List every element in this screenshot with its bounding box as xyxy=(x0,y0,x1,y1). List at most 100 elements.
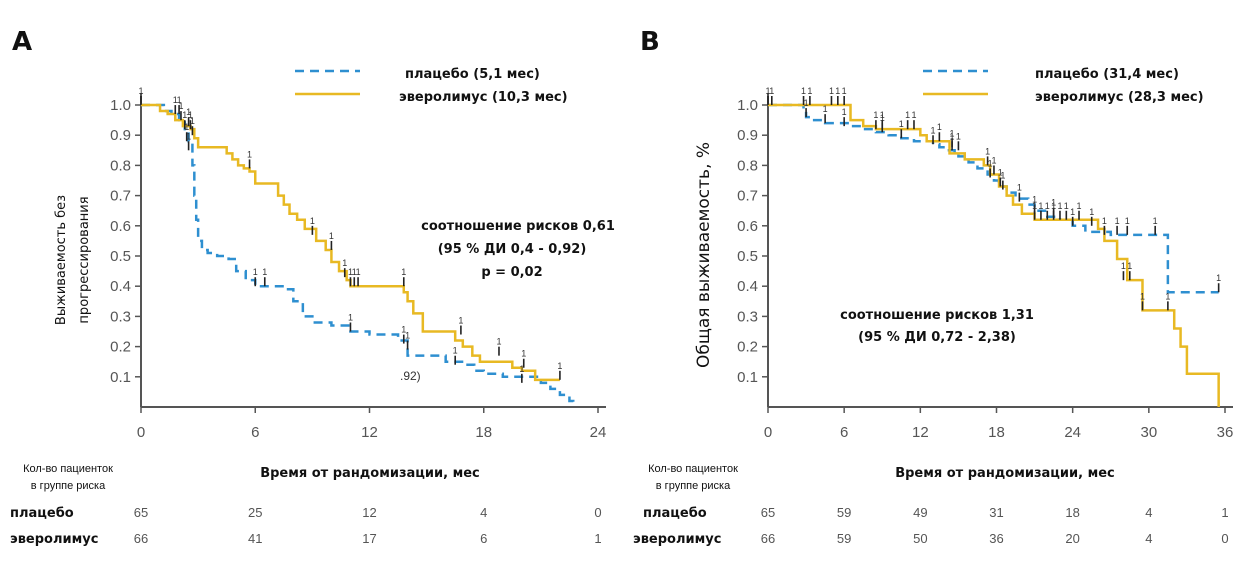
censor-count-placebo-b: 1 xyxy=(880,113,885,123)
censor-count-everolimus-b: 1 xyxy=(1121,261,1126,271)
legend-a-placebo-label: плацебо (5,1 мес) xyxy=(405,67,540,82)
censor-count-everolimus-b: 1 xyxy=(1051,201,1056,211)
chart-panel-b: 1.0 0.9 0.8 0.7 0.6 0.5 0.4 0.3 0.2 0.1 0 6 12 18 24 30… xyxy=(737,86,1233,441)
censor-count-placebo-b: 1 xyxy=(1017,183,1022,193)
x-tick-label-b: 12 xyxy=(912,424,929,441)
censor-count-placebo-b: 1 xyxy=(1032,195,1037,205)
censor-count-everolimus-b: 1 xyxy=(1064,201,1069,211)
y-tick-label-b: 0.2 xyxy=(737,339,758,356)
risk-count-placebo-a: 65 xyxy=(134,505,148,520)
censor-count-everolimus-b: 1 xyxy=(765,86,770,96)
censor-count-everolimus-a: 1 xyxy=(329,231,334,241)
hazard-ratio-b: соотношение рисков 1,31 xyxy=(840,308,1034,323)
legend-a: плацебо (5,1 мес) эверолимус (10,3 мес) xyxy=(295,67,568,105)
censor-count-everolimus-b: 1 xyxy=(835,86,840,96)
censor-count-placebo-a: 1 xyxy=(401,325,406,335)
x-tick-label-b: 18 xyxy=(988,424,1005,441)
x-tick-label-b: 36 xyxy=(1217,424,1234,441)
censor-count-everolimus-b: 1 xyxy=(1032,201,1037,211)
censor-count-everolimus-b: 1 xyxy=(769,86,774,96)
risk-table-a: Кол-во пациенток в группе риска Время от… xyxy=(10,463,602,547)
y-tick-label-b: 0.7 xyxy=(737,188,758,205)
censor-count-everolimus-a: 1 xyxy=(177,95,182,105)
x-tick-label-b: 0 xyxy=(764,424,772,441)
risk-row-a-everolimus-label: эверолимус xyxy=(10,532,98,547)
y-tick-label-a: 0.2 xyxy=(110,339,131,356)
legend-b-placebo-label: плацебо (31,4 мес) xyxy=(1035,67,1179,82)
risk-count-everolimus-a: 41 xyxy=(248,531,262,546)
risk-count-everolimus-b: 0 xyxy=(1221,531,1228,546)
risk-count-placebo-b: 4 xyxy=(1145,505,1152,520)
y-tick-label-a: 0.4 xyxy=(110,278,131,295)
censor-count-everolimus-a: 1 xyxy=(247,149,252,159)
risk-row-b-placebo-label: плацебо xyxy=(643,506,707,521)
censor-count-everolimus-a: 1 xyxy=(401,267,406,277)
everolimus-curve-a xyxy=(141,103,560,382)
censor-count-everolimus-a: 1 xyxy=(190,116,195,126)
x-tick-label-b: 6 xyxy=(840,424,848,441)
x-axis-title-a: Время от рандомизации, мес xyxy=(260,466,480,481)
censor-count-placebo-b: 1 xyxy=(931,125,936,135)
censor-count-placebo-a: 1 xyxy=(178,101,183,111)
hazard-ratio-a: соотношение рисков 0,61 xyxy=(421,219,615,234)
risk-count-everolimus-a: 66 xyxy=(134,531,148,546)
risk-count-placebo-b: 49 xyxy=(913,505,927,520)
y-tick-label-b: 0.1 xyxy=(737,369,758,386)
y-tick-label-b: 0.3 xyxy=(737,308,758,325)
y-tick-label-b: 0.4 xyxy=(737,278,758,295)
censor-count-everolimus-b: 1 xyxy=(1038,201,1043,211)
ci-a: (95 % ДИ 0,4 - 0,92) xyxy=(438,242,587,257)
censor-count-everolimus-b: 1 xyxy=(985,146,990,156)
y-tick-label-a: 0.1 xyxy=(110,369,131,386)
censor-count-placebo-b: 1 xyxy=(823,104,828,114)
risk-header-a-1: Кол-во пациенток xyxy=(23,463,113,475)
y-tick-label-b: 0.8 xyxy=(737,157,758,174)
censor-count-everolimus-b: 1 xyxy=(950,128,955,138)
y-tick-label-a: 0.5 xyxy=(110,248,131,265)
everolimus-curve-b xyxy=(768,103,1220,407)
censor-count-everolimus-b: 1 xyxy=(1077,201,1082,211)
x-tick-label-a: 24 xyxy=(590,424,607,441)
censor-count-everolimus-a: 1 xyxy=(186,107,191,117)
placebo-curve-a xyxy=(141,103,575,407)
y-tick-label-a: 0.3 xyxy=(110,308,131,325)
risk-header-b-2: в группе риска xyxy=(656,480,731,492)
x-tick-label-b: 30 xyxy=(1140,424,1157,441)
censor-count-everolimus-a: 1 xyxy=(458,316,463,326)
censor-count-everolimus-a: 1 xyxy=(188,110,193,120)
x-tick-label-b: 24 xyxy=(1064,424,1081,441)
censor-count-placebo-a: 1 xyxy=(519,364,524,374)
censor-count-everolimus-b: 1 xyxy=(842,86,847,96)
censor-count-placebo-b: 1 xyxy=(899,119,904,129)
censor-count-everolimus-b: 1 xyxy=(991,155,996,165)
censor-count-everolimus-b: 1 xyxy=(829,86,834,96)
censor-count-everolimus-b: 1 xyxy=(1089,207,1094,217)
y-axis-title-b: Общая выживаемость, % xyxy=(694,142,714,368)
risk-count-everolimus-b: 50 xyxy=(913,531,927,546)
censor-count-placebo-b: 1 xyxy=(842,107,847,117)
censor-count-placebo-b: 1 xyxy=(1051,198,1056,208)
risk-count-placebo-b: 59 xyxy=(837,505,851,520)
x-tick-label-a: 18 xyxy=(475,424,492,441)
risk-values-a: 65 25 12 4 0 66 41 17 6 1 xyxy=(134,505,602,546)
y-axis-title-a-2: прогрессирования xyxy=(77,196,92,323)
censor-count-everolimus-b: 1 xyxy=(1127,261,1132,271)
risk-count-everolimus-b: 59 xyxy=(837,531,851,546)
y-tick-label-a: 0.6 xyxy=(110,218,131,235)
risk-table-b: Кол-во пациенток в группе риска Время от… xyxy=(633,463,1229,547)
censor-count-everolimus-b: 1 xyxy=(880,110,885,120)
placebo-curve-b xyxy=(768,103,1219,294)
y-tick-label-b: 1.0 xyxy=(737,97,758,114)
risk-count-everolimus-a: 17 xyxy=(362,531,376,546)
censor-count-everolimus-b: 1 xyxy=(1057,201,1062,211)
censor-count-placebo-b: 1 xyxy=(1153,216,1158,226)
risk-count-everolimus-a: 6 xyxy=(480,531,487,546)
censor-count-everolimus-b: 1 xyxy=(937,122,942,132)
panel-label-b: B xyxy=(640,27,660,57)
legend-b: плацебо (31,4 мес) эверолимус (28,3 мес) xyxy=(923,67,1204,105)
risk-count-everolimus-a: 1 xyxy=(594,531,601,546)
y-axis-title-a-1: Выживаемость без xyxy=(54,195,69,325)
clipped-text-fragment-a: .92) xyxy=(400,369,421,383)
y-tick-label-a: 0.8 xyxy=(110,157,131,174)
risk-count-placebo-b: 1 xyxy=(1221,505,1228,520)
